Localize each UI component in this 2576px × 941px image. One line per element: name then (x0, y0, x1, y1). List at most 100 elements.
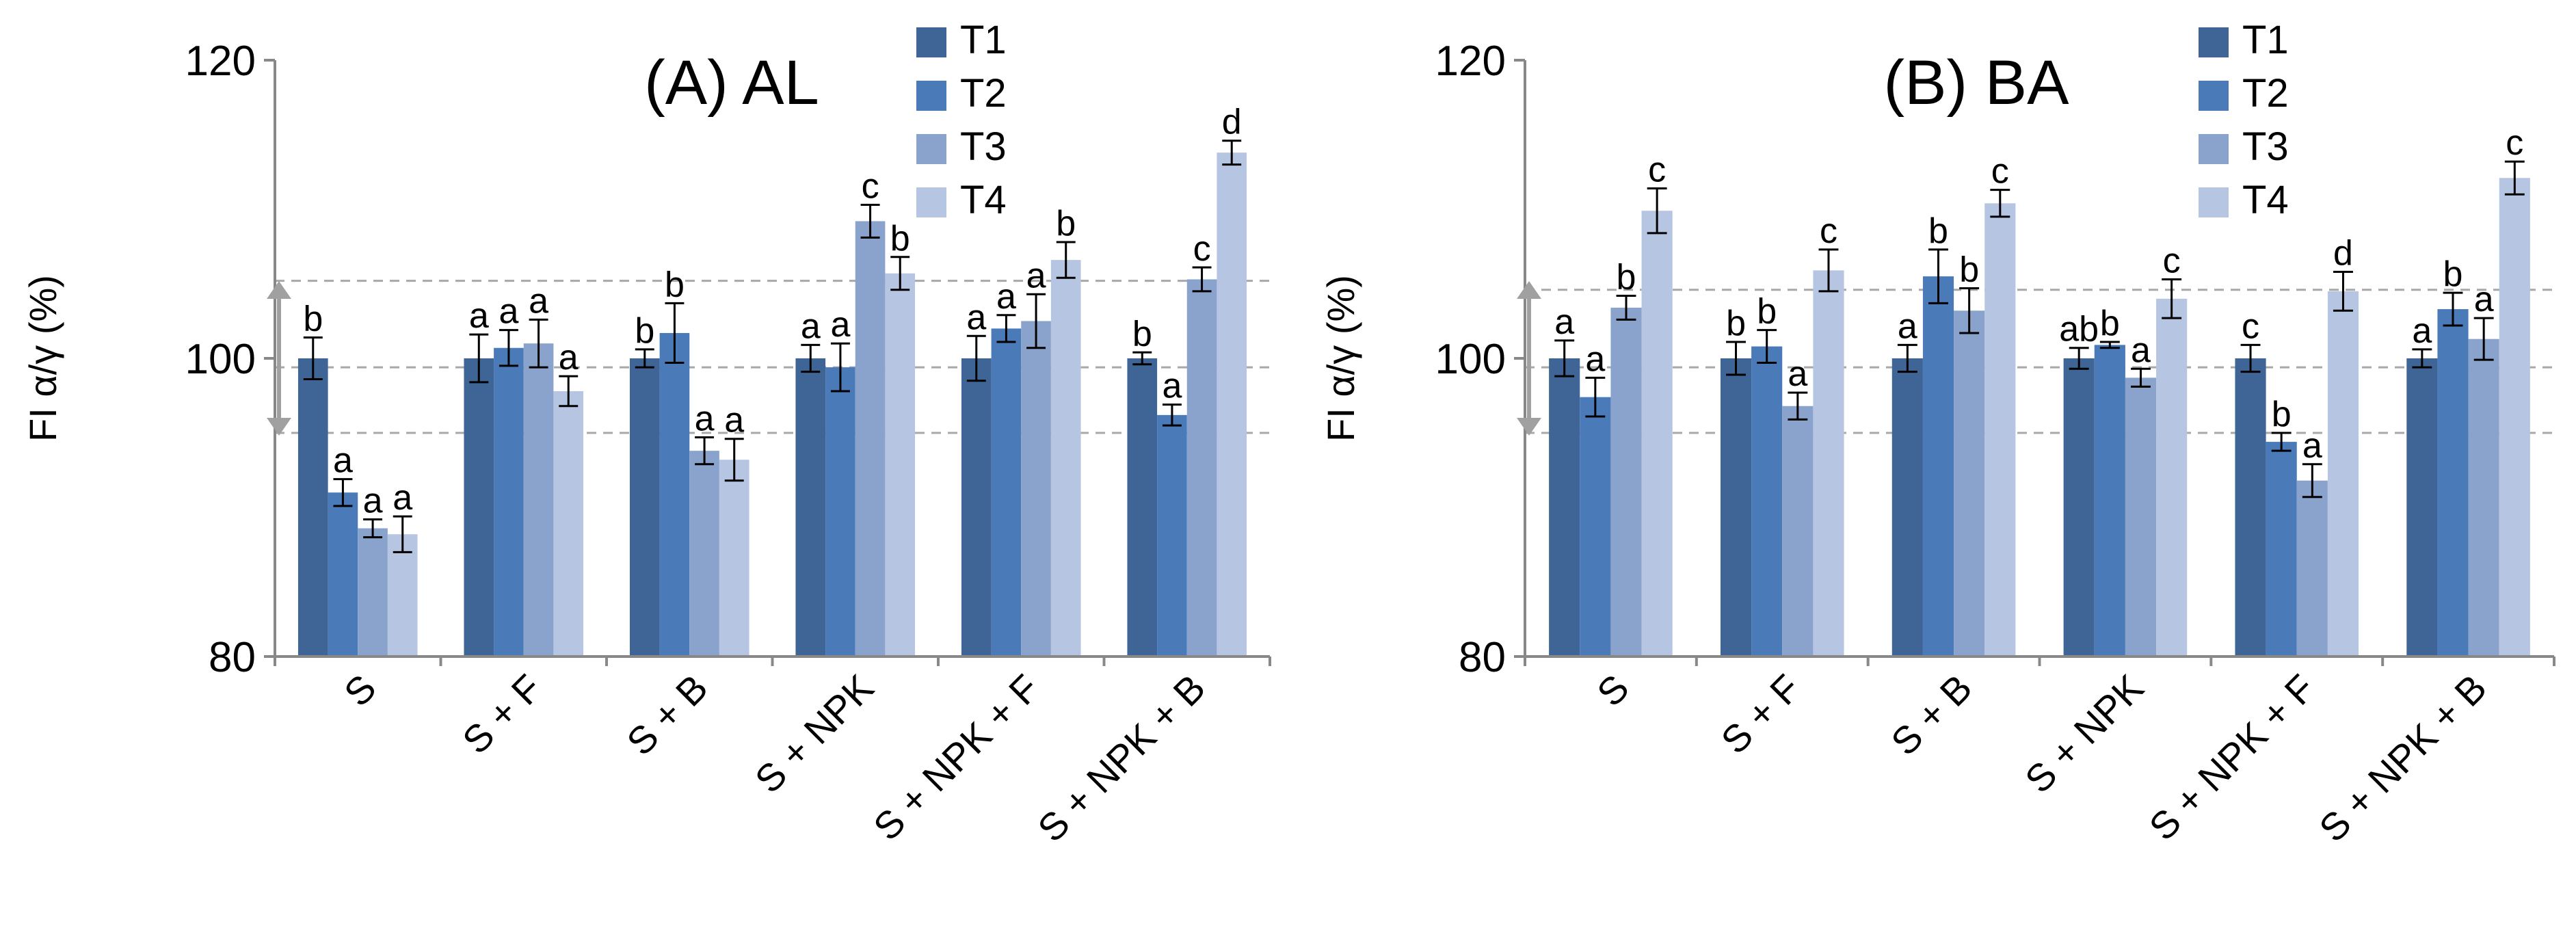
bar (659, 332, 690, 657)
x-tick-label: S + NPK (2017, 666, 2152, 801)
legend-swatch (2199, 134, 2229, 164)
bar (1813, 270, 1844, 657)
y-tick-label: 80 (1459, 634, 1506, 681)
bar (1751, 346, 1783, 657)
legend-swatch (916, 27, 946, 57)
legend-label: T3 (960, 124, 1007, 169)
significance-letter: b (2443, 254, 2463, 294)
significance-letter: a (1788, 354, 1807, 394)
bar (719, 460, 749, 657)
significance-letter: a (1898, 306, 1917, 346)
bar (855, 221, 886, 657)
chart-title: (A) AL (644, 48, 819, 118)
significance-letter: a (2474, 280, 2494, 319)
significance-letter: c (2506, 123, 2523, 163)
bar (2266, 442, 2297, 657)
bar (2499, 178, 2530, 657)
significance-letter: b (2100, 304, 2120, 343)
significance-letter: a (830, 305, 850, 345)
bar (2156, 298, 2188, 657)
range-arrow-head-down (267, 418, 291, 436)
legend-label: T2 (960, 71, 1007, 116)
y-axis-label: FI α/γ (%) (1319, 275, 1362, 442)
range-arrow-head-down (1517, 418, 1541, 436)
bar (464, 358, 494, 657)
significance-letter: a (996, 277, 1016, 317)
significance-letter: b (1959, 250, 1979, 290)
bar (825, 367, 855, 657)
legend-swatch (916, 134, 946, 164)
bar (1984, 203, 2016, 657)
significance-letter: a (1554, 302, 1574, 342)
bar (1021, 321, 1051, 657)
bar (1610, 307, 1642, 657)
y-axis-label: FI α/γ (%) (21, 275, 64, 442)
x-tick-label: S + NPK + B (2311, 666, 2495, 850)
bar (1217, 153, 1247, 657)
significance-letter: b (1617, 257, 1636, 297)
significance-letter: a (2412, 311, 2432, 351)
legend-label: T1 (960, 18, 1007, 62)
legend-swatch (916, 187, 946, 217)
bar (387, 534, 418, 657)
significance-letter: d (1222, 103, 1242, 142)
bar (795, 358, 826, 657)
bar (1720, 358, 1752, 657)
bar (1954, 310, 1985, 657)
range-arrow-head-up (1517, 281, 1541, 299)
significance-letter: a (393, 478, 412, 518)
significance-letter: b (1132, 314, 1152, 354)
bar (2437, 309, 2469, 657)
significance-letter: c (1991, 152, 2009, 191)
x-tick-label: S + NPK + F (2140, 666, 2323, 849)
significance-letter: a (1162, 367, 1182, 406)
x-tick-label: S + F (454, 666, 550, 762)
significance-letter: c (1648, 150, 1666, 189)
significance-letter: c (862, 166, 879, 206)
significance-letter: a (499, 292, 518, 332)
legend-label: T3 (2242, 124, 2289, 169)
y-tick-label: 100 (185, 336, 256, 383)
bar (553, 390, 584, 657)
bar (991, 328, 1022, 657)
bar (1157, 414, 1187, 657)
significance-letter: a (801, 306, 821, 346)
significance-letter: a (2302, 426, 2322, 466)
significance-letter: c (1820, 211, 1837, 251)
legend-label: T1 (2242, 18, 2289, 62)
legend-label: T4 (960, 178, 1007, 222)
significance-letter: b (303, 299, 323, 339)
bar (689, 451, 719, 657)
bar (523, 343, 554, 657)
x-tick-label: S + NPK + B (1029, 666, 1213, 850)
significance-letter: a (966, 297, 986, 337)
bar (2235, 358, 2266, 657)
significance-letter: a (1585, 339, 1605, 379)
significance-letter: a (695, 399, 715, 439)
significance-letter: c (1193, 229, 1211, 269)
legend-swatch (2199, 27, 2229, 57)
bar (358, 528, 388, 657)
significance-letter: c (2163, 241, 2181, 280)
bar (2327, 291, 2359, 657)
x-tick-label: S + B (618, 666, 716, 764)
bar (1549, 358, 1580, 657)
significance-letter: a (1026, 256, 1046, 295)
bar (961, 358, 992, 657)
significance-letter: b (635, 311, 654, 351)
bar (2468, 339, 2499, 657)
bar (494, 347, 524, 657)
bar (1891, 358, 1923, 657)
significance-letter: a (333, 441, 353, 481)
y-tick-label: 120 (1435, 38, 1506, 85)
significance-letter: a (559, 338, 579, 377)
bar (2406, 358, 2438, 657)
bar (1050, 260, 1081, 657)
significance-letter: b (1726, 304, 1746, 343)
significance-letter: b (890, 219, 910, 259)
significance-letter: b (665, 265, 685, 304)
legend-swatch (2199, 187, 2229, 217)
bar (2094, 345, 2125, 657)
